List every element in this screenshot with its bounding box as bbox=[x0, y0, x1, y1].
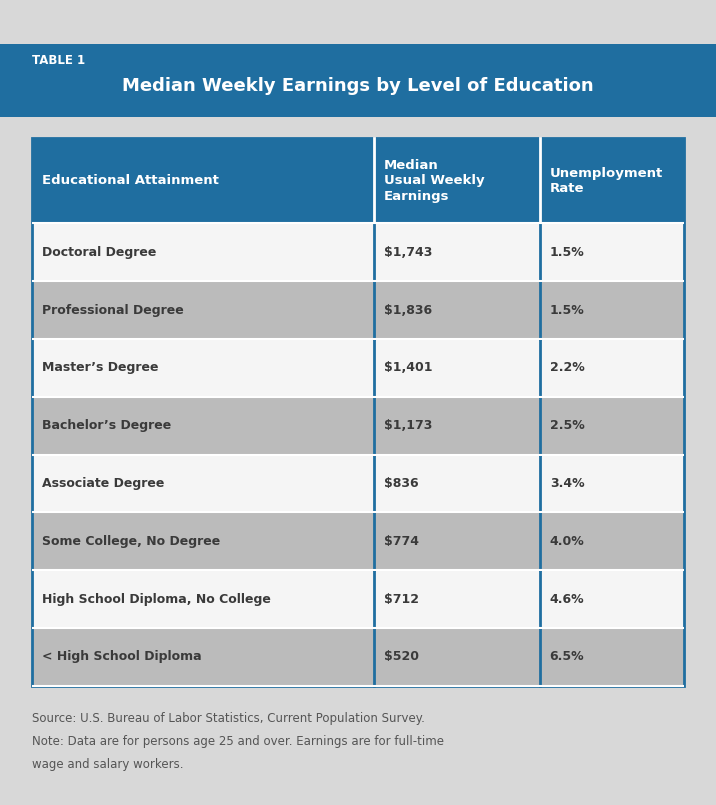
FancyBboxPatch shape bbox=[32, 223, 684, 281]
Text: $1,173: $1,173 bbox=[384, 419, 432, 432]
Text: Bachelor’s Degree: Bachelor’s Degree bbox=[42, 419, 171, 432]
Text: Master’s Degree: Master’s Degree bbox=[42, 361, 158, 374]
Text: Educational Attainment: Educational Attainment bbox=[42, 175, 218, 188]
Text: $520: $520 bbox=[384, 650, 419, 663]
FancyBboxPatch shape bbox=[32, 281, 684, 339]
Text: 3.4%: 3.4% bbox=[550, 477, 584, 490]
Text: 2.2%: 2.2% bbox=[550, 361, 584, 374]
Text: Doctoral Degree: Doctoral Degree bbox=[42, 246, 156, 258]
Text: wage and salary workers.: wage and salary workers. bbox=[32, 758, 184, 770]
Text: Source: U.S. Bureau of Labor Statistics, Current Population Survey.: Source: U.S. Bureau of Labor Statistics,… bbox=[32, 712, 425, 725]
Text: < High School Diploma: < High School Diploma bbox=[42, 650, 201, 663]
Text: 4.0%: 4.0% bbox=[550, 535, 584, 548]
Text: 1.5%: 1.5% bbox=[550, 246, 584, 258]
FancyBboxPatch shape bbox=[0, 44, 716, 117]
Text: $1,401: $1,401 bbox=[384, 361, 432, 374]
FancyBboxPatch shape bbox=[32, 513, 684, 570]
FancyBboxPatch shape bbox=[32, 455, 684, 513]
Text: $836: $836 bbox=[384, 477, 418, 490]
Text: Unemployment
Rate: Unemployment Rate bbox=[550, 167, 663, 195]
FancyBboxPatch shape bbox=[32, 138, 684, 223]
FancyBboxPatch shape bbox=[32, 570, 684, 628]
FancyBboxPatch shape bbox=[32, 397, 684, 455]
Text: High School Diploma, No College: High School Diploma, No College bbox=[42, 592, 271, 605]
Text: Professional Degree: Professional Degree bbox=[42, 303, 183, 316]
FancyBboxPatch shape bbox=[32, 628, 684, 686]
Text: $1,836: $1,836 bbox=[384, 303, 432, 316]
Text: 6.5%: 6.5% bbox=[550, 650, 584, 663]
Text: 4.6%: 4.6% bbox=[550, 592, 584, 605]
Text: Note: Data are for persons age 25 and over. Earnings are for full-time: Note: Data are for persons age 25 and ov… bbox=[32, 735, 444, 748]
Text: 2.5%: 2.5% bbox=[550, 419, 584, 432]
Text: $774: $774 bbox=[384, 535, 419, 548]
Text: $1,743: $1,743 bbox=[384, 246, 432, 258]
Text: $712: $712 bbox=[384, 592, 419, 605]
Text: 1.5%: 1.5% bbox=[550, 303, 584, 316]
Text: TABLE 1: TABLE 1 bbox=[32, 54, 85, 67]
Text: Median Weekly Earnings by Level of Education: Median Weekly Earnings by Level of Educa… bbox=[122, 77, 594, 95]
Text: Median
Usual Weekly
Earnings: Median Usual Weekly Earnings bbox=[384, 159, 484, 203]
Text: Associate Degree: Associate Degree bbox=[42, 477, 164, 490]
FancyBboxPatch shape bbox=[32, 339, 684, 397]
Text: Some College, No Degree: Some College, No Degree bbox=[42, 535, 220, 548]
